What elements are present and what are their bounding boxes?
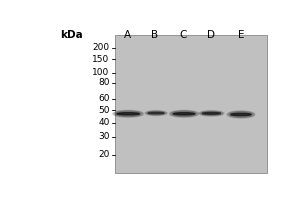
Ellipse shape [114, 111, 142, 117]
Text: 200: 200 [92, 43, 110, 52]
Ellipse shape [202, 112, 220, 114]
Text: 50: 50 [98, 106, 110, 115]
Text: A: A [124, 30, 130, 40]
Ellipse shape [148, 112, 164, 114]
Ellipse shape [202, 112, 221, 115]
Text: 150: 150 [92, 55, 110, 64]
Ellipse shape [200, 111, 223, 116]
Ellipse shape [201, 111, 222, 115]
Text: C: C [179, 30, 187, 40]
Ellipse shape [173, 112, 195, 116]
Ellipse shape [199, 111, 224, 116]
Ellipse shape [172, 111, 196, 116]
Ellipse shape [117, 113, 140, 115]
Text: B: B [152, 30, 158, 40]
Ellipse shape [146, 111, 166, 115]
Text: kDa: kDa [60, 30, 83, 40]
Ellipse shape [116, 111, 141, 116]
Ellipse shape [228, 111, 254, 118]
Ellipse shape [145, 111, 167, 116]
Ellipse shape [227, 111, 255, 118]
Text: 40: 40 [98, 118, 110, 127]
Ellipse shape [231, 113, 251, 116]
Ellipse shape [117, 112, 140, 116]
Text: 20: 20 [98, 150, 110, 159]
Text: 60: 60 [98, 94, 110, 103]
Bar [116, 35, 266, 173]
Text: E: E [238, 30, 244, 40]
Text: 100: 100 [92, 68, 110, 77]
Ellipse shape [229, 112, 253, 117]
Ellipse shape [230, 112, 251, 117]
Ellipse shape [173, 113, 195, 115]
Ellipse shape [113, 110, 143, 117]
Text: 80: 80 [98, 78, 110, 87]
Text: 30: 30 [98, 132, 110, 141]
Ellipse shape [169, 110, 199, 117]
Ellipse shape [170, 111, 197, 117]
Ellipse shape [147, 111, 165, 115]
Text: D: D [207, 30, 215, 40]
